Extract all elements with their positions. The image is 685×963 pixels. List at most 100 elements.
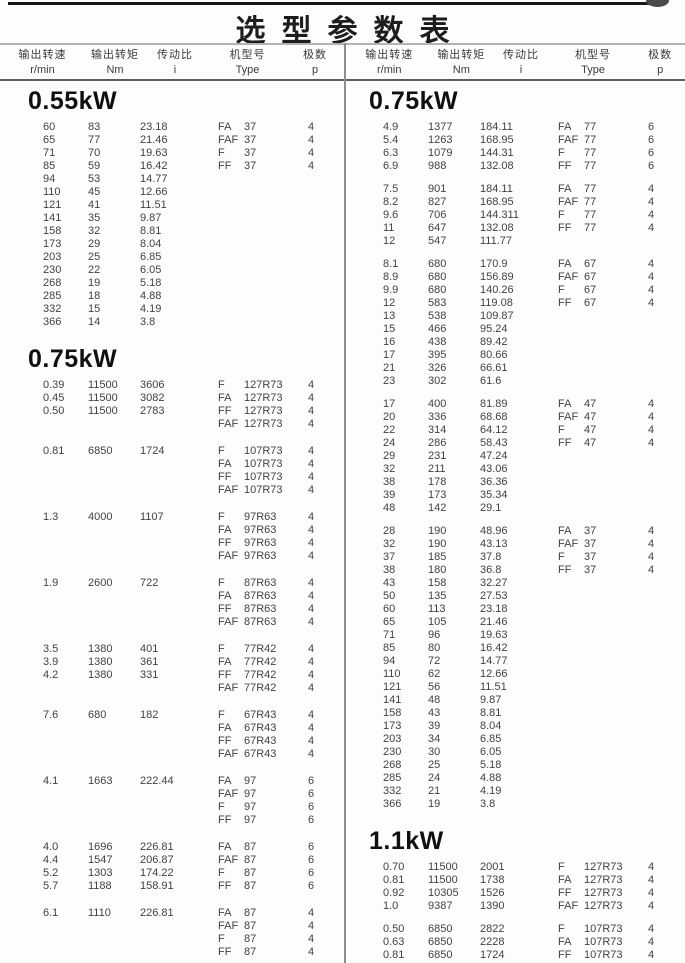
header-unit: r/min: [377, 64, 402, 76]
poles-value: 4: [308, 511, 315, 523]
type-prefix: FAF: [218, 550, 239, 562]
type-prefix: FAF: [218, 854, 239, 866]
ratio-value: 170.9: [480, 258, 508, 270]
table-row: 8.9 680 156.89 FAF 67 4: [347, 271, 685, 284]
poles-value: 4: [648, 551, 655, 563]
speed-value: 110: [43, 186, 61, 198]
ratio-value: 140.26: [480, 284, 514, 296]
power-heading: 0.75kW: [369, 87, 459, 115]
torque-value: 35: [88, 212, 101, 224]
type-model: [584, 362, 648, 375]
ratio-value: 182: [140, 709, 159, 721]
type-model: [244, 316, 308, 329]
ratio-value: 5.18: [480, 759, 502, 771]
type-prefix: [558, 759, 584, 772]
speed-value: 17: [383, 349, 396, 361]
type-prefix: FA: [558, 936, 572, 948]
type-prefix: [558, 235, 584, 248]
poles-value: 4: [648, 437, 655, 449]
speed-value: [43, 814, 88, 827]
speed-value: 38: [383, 476, 396, 488]
type-prefix: [558, 450, 584, 463]
ratio-value: 156.89: [480, 271, 514, 283]
header-label-zh: 输出转速: [18, 49, 67, 61]
ratio-value: 2822: [480, 923, 505, 935]
ratio-value: 14.77: [140, 173, 168, 185]
table-row: 4.2 1380 331 FF 77R42 4: [0, 669, 347, 682]
type-model: [584, 629, 648, 642]
poles-value: 4: [308, 550, 315, 562]
speed-value: 5.2: [43, 867, 59, 879]
speed-value: 0.39: [43, 379, 65, 391]
column-header-Nm: 输出转矩 Nm: [432, 46, 492, 79]
ratio-value: [140, 537, 218, 550]
torque-value: 185: [428, 551, 447, 563]
ratio-value: 43.13: [480, 538, 508, 550]
torque-value: 1263: [428, 134, 453, 146]
torque-value: 680: [88, 709, 107, 721]
torque-value: 302: [428, 375, 447, 387]
header-unit: Nm: [106, 64, 124, 76]
ratio-value: 36.36: [480, 476, 508, 488]
ratio-value: 5.18: [140, 277, 162, 289]
torque-value: 1696: [88, 841, 113, 853]
table-row: 0.81 6850 1724 F 107R73 4: [0, 445, 347, 458]
poles-value: 4: [308, 722, 315, 734]
ratio-value: [140, 933, 218, 946]
header-label-zh: 机型号: [575, 49, 612, 61]
table-row: 4.9 1377 184.11 FA 77 6: [347, 121, 685, 134]
header-unit: i: [519, 64, 523, 76]
type-prefix: [558, 720, 584, 733]
ratio-value: 64.12: [480, 424, 508, 436]
speed-value: [43, 458, 88, 471]
speed-value: 230: [43, 264, 62, 276]
poles-value: 4: [308, 134, 315, 146]
table-row: 366 14 3.8: [0, 316, 347, 329]
type-prefix: [558, 463, 584, 476]
table-row: 12 583 119.08 FF 67 4: [347, 297, 685, 310]
torque-value: 11500: [428, 874, 458, 886]
speed-value: 5.7: [43, 880, 59, 892]
table-row: 15 466 95.24: [347, 323, 685, 336]
torque-value: 25: [428, 759, 441, 771]
type-prefix: FA: [558, 121, 572, 133]
type-model: 77: [584, 160, 597, 172]
poles-value: [308, 264, 336, 277]
torque-value: 19: [88, 277, 101, 289]
type-prefix: FA: [558, 183, 572, 195]
table-row: 1.0 9387 1390 FAF 127R73 4: [347, 900, 685, 913]
speed-value: [43, 537, 88, 550]
type-model: [244, 290, 308, 303]
type-model: [584, 310, 648, 323]
poles-value: [648, 336, 676, 349]
table-header-left: 输出转速 r/min 输出转矩 Nm 传动比 i 机型号 Type 极数 p: [0, 46, 347, 79]
poles-value: [648, 733, 676, 746]
table-row: 5.2 1303 174.22 F 87 6: [0, 867, 347, 880]
type-model: [584, 375, 648, 388]
type-model: 77R42: [244, 669, 277, 681]
table-row: 230 30 6.05: [347, 746, 685, 759]
type-model: 67: [584, 271, 597, 283]
poles-value: [648, 235, 676, 248]
type-prefix: FAF: [558, 196, 579, 208]
ratio-value: 4.19: [480, 785, 502, 797]
speed-value: 16: [383, 336, 396, 348]
table-row: 7.5 901 184.11 FA 77 4: [347, 183, 685, 196]
header-label-zh: 极数: [303, 49, 327, 61]
poles-value: 4: [648, 525, 655, 537]
poles-value: 4: [648, 284, 655, 296]
ratio-value: 23.18: [140, 121, 168, 133]
speed-value: 48: [383, 502, 396, 514]
torque-value: 43: [428, 707, 441, 719]
ratio-value: 226.81: [140, 841, 174, 853]
table-row: FF 67R43 4: [0, 735, 347, 748]
table-row: 3.9 1380 361 FA 77R42 4: [0, 656, 347, 669]
row-group: 7.6 680 182 F 67R43 4 FA 67R43 4 FF 67R43 4 FAF 67R43…: [0, 709, 347, 761]
ratio-value: [140, 590, 218, 603]
type-model: [584, 476, 648, 489]
ratio-value: [140, 920, 218, 933]
table-row: 3.5 1380 401 F 77R42 4: [0, 643, 347, 656]
type-model: [584, 349, 648, 362]
table-row: 332 21 4.19: [347, 785, 685, 798]
table-row: 141 48 9.87: [347, 694, 685, 707]
